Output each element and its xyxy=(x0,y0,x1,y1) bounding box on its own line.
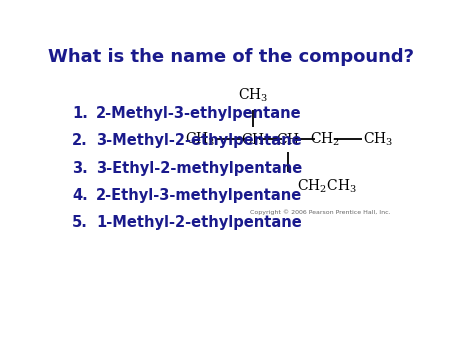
Text: 2-Methyl-3-ethylpentane: 2-Methyl-3-ethylpentane xyxy=(96,106,302,121)
Text: $\mathdefault{CH_2CH_3}$: $\mathdefault{CH_2CH_3}$ xyxy=(297,177,357,195)
Text: 1.: 1. xyxy=(72,106,88,121)
Text: $\mathdefault{CH}$: $\mathdefault{CH}$ xyxy=(241,132,265,147)
Text: 4.: 4. xyxy=(72,188,88,203)
Text: 3-Methyl-2-ethylpentane: 3-Methyl-2-ethylpentane xyxy=(96,133,302,148)
Text: $\mathdefault{CH}$: $\mathdefault{CH}$ xyxy=(276,132,300,147)
Text: 2.: 2. xyxy=(72,133,88,148)
Text: 5.: 5. xyxy=(72,215,88,230)
Text: 1-Methyl-2-ethylpentane: 1-Methyl-2-ethylpentane xyxy=(96,215,302,230)
Text: $\mathdefault{CH_3}$: $\mathdefault{CH_3}$ xyxy=(184,131,215,148)
Text: 3.: 3. xyxy=(72,161,88,175)
Text: $\mathdefault{CH_3}$: $\mathdefault{CH_3}$ xyxy=(363,131,393,148)
Text: 2-Ethyl-3-methylpentane: 2-Ethyl-3-methylpentane xyxy=(96,188,302,203)
Text: 3-Ethyl-2-methylpentane: 3-Ethyl-2-methylpentane xyxy=(96,161,302,175)
Text: $\mathdefault{CH_3}$: $\mathdefault{CH_3}$ xyxy=(238,87,269,104)
Text: What is the name of the compound?: What is the name of the compound? xyxy=(48,48,414,66)
Text: Copyright © 2006 Pearson Prentice Hall, Inc.: Copyright © 2006 Pearson Prentice Hall, … xyxy=(250,210,391,215)
Text: $\mathdefault{CH_2}$: $\mathdefault{CH_2}$ xyxy=(310,131,340,148)
